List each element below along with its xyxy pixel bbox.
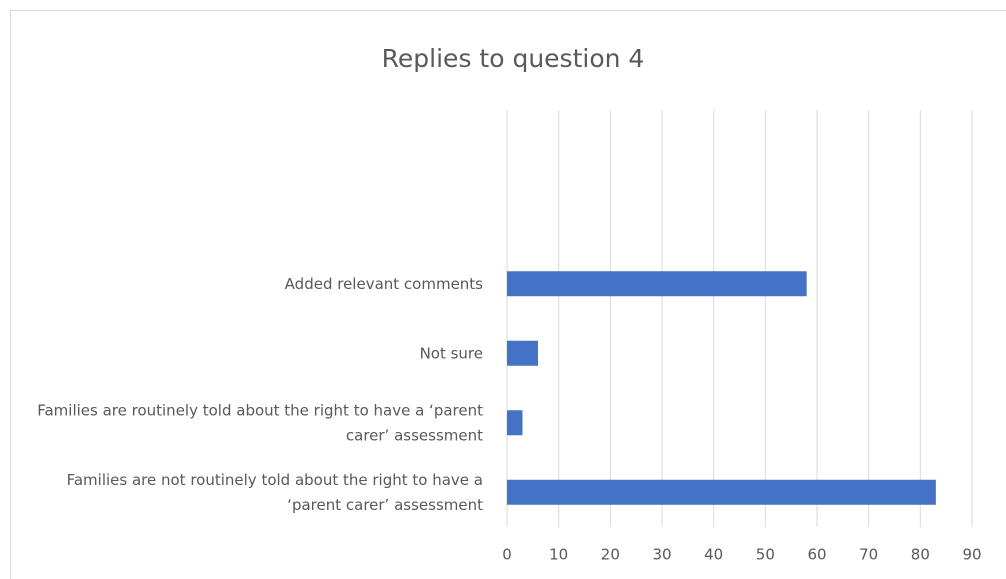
chart-title: Replies to question 4 bbox=[382, 44, 645, 73]
y-tick-label: Families are not routinely told about th… bbox=[67, 470, 484, 513]
x-tick-label: 50 bbox=[756, 546, 775, 564]
label-line: carer’ assessment bbox=[346, 426, 483, 444]
x-tick-label: 20 bbox=[601, 546, 620, 564]
label-line: Families are not routinely told about th… bbox=[67, 470, 483, 488]
x-tick-label: 40 bbox=[704, 546, 723, 564]
bar bbox=[507, 340, 538, 366]
y-tick-label: Not sure bbox=[420, 344, 483, 362]
x-tick-label: 0 bbox=[502, 546, 512, 564]
label-line: Added relevant comments bbox=[285, 274, 484, 292]
label-line: Not sure bbox=[420, 344, 483, 362]
x-tick-label: 60 bbox=[807, 546, 826, 564]
bar bbox=[507, 271, 807, 297]
bar bbox=[507, 479, 936, 505]
label-line: Families are routinely told about the ri… bbox=[37, 401, 483, 419]
label-line: ‘parent carer’ assessment bbox=[287, 495, 483, 513]
y-tick-label: Families are routinely told about the ri… bbox=[37, 401, 483, 444]
x-tick-label: 90 bbox=[962, 546, 981, 564]
bar bbox=[507, 410, 523, 436]
x-tick-label: 80 bbox=[911, 546, 930, 564]
x-tick-label: 30 bbox=[652, 546, 671, 564]
x-tick-label: 70 bbox=[859, 546, 878, 564]
y-tick-label: Added relevant comments bbox=[285, 274, 484, 292]
x-tick-label: 10 bbox=[549, 546, 568, 564]
